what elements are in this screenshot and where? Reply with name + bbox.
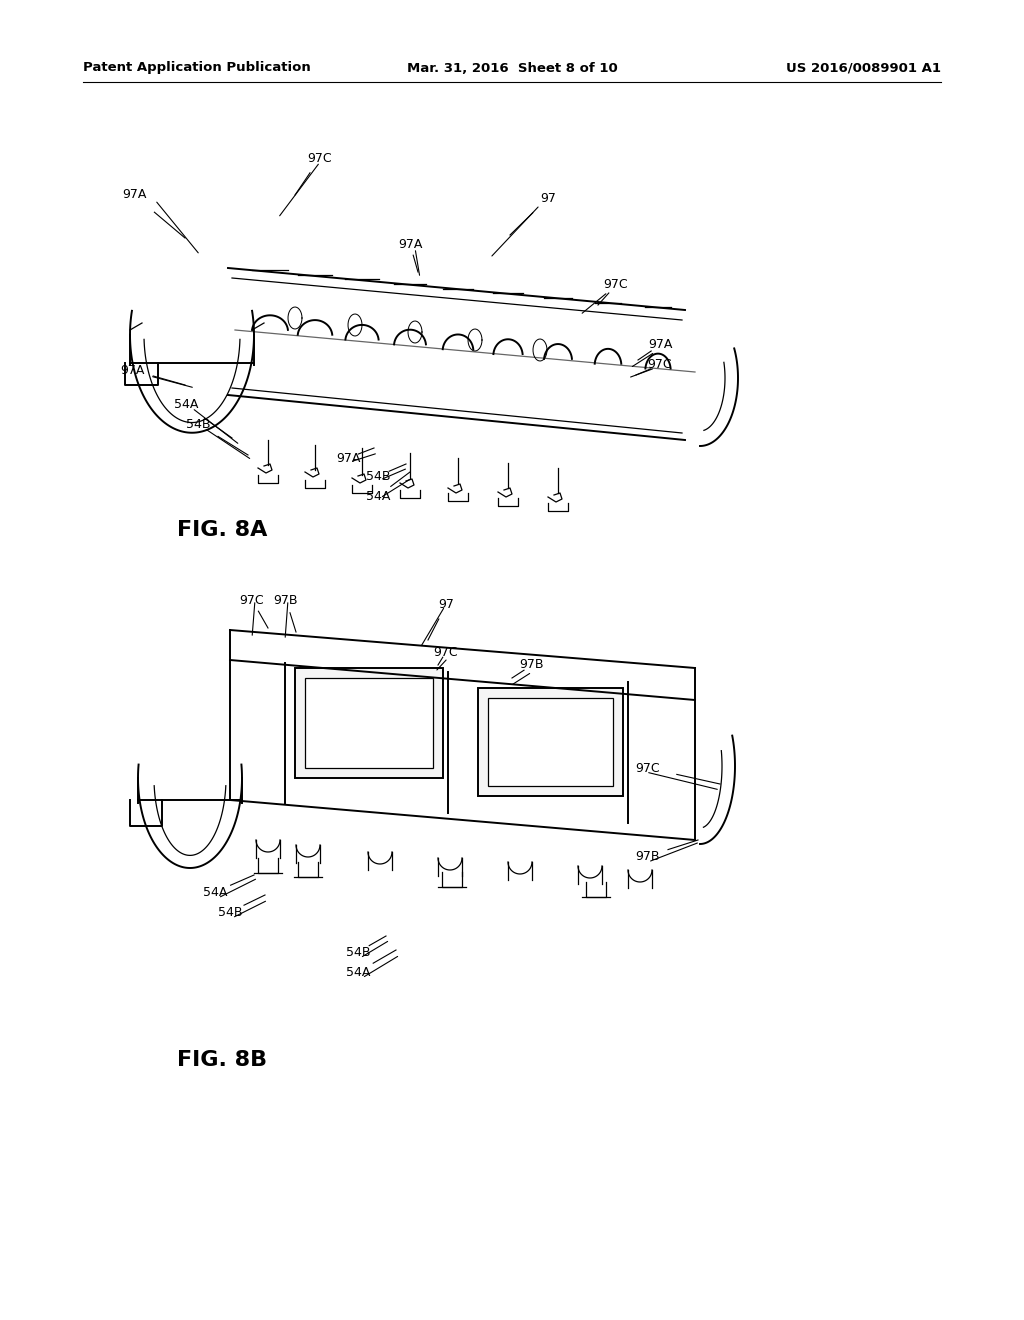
Text: 54A: 54A xyxy=(346,965,371,978)
Text: 97A: 97A xyxy=(336,451,360,465)
Bar xyxy=(305,678,433,768)
Text: 97C: 97C xyxy=(648,359,673,371)
Text: 97B: 97B xyxy=(636,850,660,862)
Text: FIG. 8B: FIG. 8B xyxy=(177,1049,267,1071)
Text: 97A: 97A xyxy=(648,338,672,351)
Text: 54B: 54B xyxy=(346,945,371,958)
Text: 97C: 97C xyxy=(636,762,660,775)
Text: US 2016/0089901 A1: US 2016/0089901 A1 xyxy=(786,62,941,74)
Text: 97A: 97A xyxy=(397,238,422,251)
Text: 97B: 97B xyxy=(273,594,298,606)
Text: 97: 97 xyxy=(438,598,454,611)
Text: 97A: 97A xyxy=(120,363,144,376)
Text: 54A: 54A xyxy=(174,399,199,412)
Text: 54A: 54A xyxy=(203,886,227,899)
Text: 97A: 97A xyxy=(122,189,146,202)
Text: 97B: 97B xyxy=(520,659,544,672)
Text: 97C: 97C xyxy=(307,152,333,165)
Text: 54B: 54B xyxy=(185,417,210,430)
Text: 54B: 54B xyxy=(366,470,390,483)
Text: 97C: 97C xyxy=(240,594,264,606)
Text: Patent Application Publication: Patent Application Publication xyxy=(83,62,310,74)
Bar xyxy=(488,698,613,785)
Bar xyxy=(478,688,623,796)
Text: 54A: 54A xyxy=(366,490,390,503)
Text: 97: 97 xyxy=(540,191,556,205)
Text: 54B: 54B xyxy=(218,906,243,919)
Bar xyxy=(295,668,443,777)
Text: 97C: 97C xyxy=(604,279,629,292)
Text: 97C: 97C xyxy=(434,645,459,659)
Text: FIG. 8A: FIG. 8A xyxy=(177,520,267,540)
Text: Mar. 31, 2016  Sheet 8 of 10: Mar. 31, 2016 Sheet 8 of 10 xyxy=(407,62,617,74)
